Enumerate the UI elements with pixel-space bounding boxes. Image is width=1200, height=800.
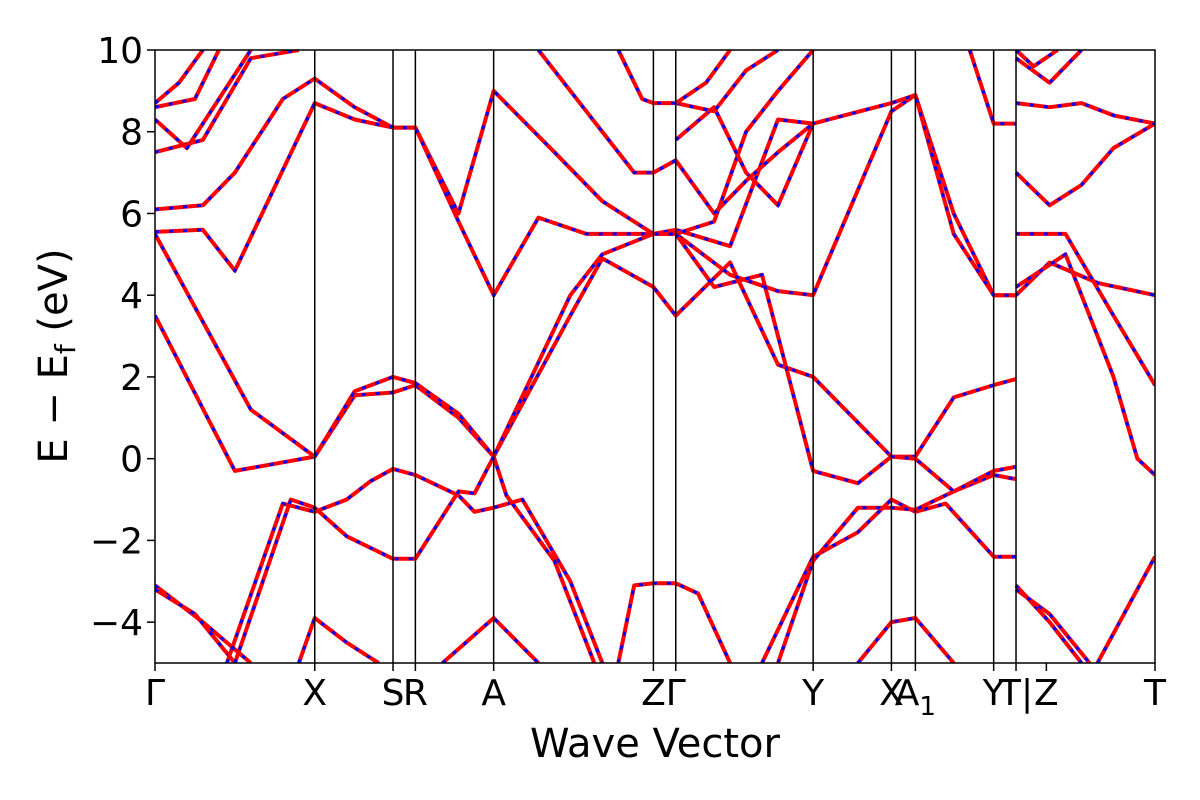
band-line-21 [675, 50, 780, 114]
x-tick-label-6: Γ [666, 673, 686, 714]
x-tick-label-0: Γ [145, 673, 165, 714]
y-tick-label-1: −2 [90, 521, 143, 562]
x-axis-ticks: Γ X SR A Z Γ Y XA1 YT| Z T [145, 663, 1167, 722]
x-tick-label-12: Z [1034, 673, 1059, 714]
y-tick-label-5: 6 [120, 194, 143, 235]
band-line-17 [776, 473, 1017, 663]
y-axis-title-sub: f [49, 343, 82, 354]
band-line-16 [760, 497, 1016, 663]
band-line-12 [233, 454, 597, 663]
x-tick-label-9: A1 [895, 673, 936, 722]
x-tick-label-5: Z [641, 673, 666, 714]
y-tick-label-4: 4 [120, 276, 143, 317]
y-tick-label-6: 8 [120, 113, 143, 154]
band-overlay-30 [1014, 122, 1155, 208]
plot-frame [154, 49, 1156, 664]
y-axis-title: E − Ef (eV) [31, 248, 82, 463]
x-tick-label-8: X [879, 673, 904, 714]
y-tick-label-7: 10 [97, 31, 143, 72]
band-line-10 [155, 587, 237, 663]
x-tick-label-13: T [1143, 673, 1167, 714]
band-overlay-14 [441, 615, 540, 663]
band-overlay-22 [616, 50, 732, 105]
band-line-28 [1014, 252, 1155, 477]
x-tick-label-2: S [382, 673, 405, 714]
high-symmetry-lines [313, 50, 1017, 663]
band-overlay-1 [155, 256, 1017, 473]
band-line-11 [225, 466, 605, 663]
band-line-26 [1014, 587, 1092, 663]
band-overlay-18 [856, 616, 955, 663]
band-line-2 [155, 93, 1155, 459]
band-line-22 [616, 50, 732, 106]
band-line-7 [155, 50, 221, 110]
band-line-18 [856, 616, 956, 663]
band-lines [155, 50, 1155, 663]
y-tick-label-3: 2 [120, 358, 143, 399]
band-line-4 [155, 50, 815, 298]
band-overlay-6 [155, 50, 253, 151]
band-overlay-5 [155, 50, 300, 154]
y-tick-label-0: −4 [90, 603, 143, 644]
band-overlay-33 [1014, 50, 1059, 69]
band-overlay-29 [1016, 232, 1155, 386]
band-overlay-31 [1015, 101, 1155, 126]
x-tick-label-1: X [302, 673, 327, 714]
band-overlay-11 [225, 467, 604, 663]
band-overlay-27 [1096, 555, 1155, 663]
band-overlay-3 [155, 88, 1016, 297]
band-overlay-32 [1015, 50, 1083, 85]
x-tick-label-4: A [481, 673, 506, 714]
y-axis-title-main: E − E [31, 354, 77, 464]
x-tick-label-3: R [403, 673, 428, 714]
band-line-14 [441, 616, 540, 663]
band-overlay-19 [674, 233, 1017, 494]
x-tick-label-11: T| [998, 673, 1033, 714]
band-line-24 [967, 50, 1016, 126]
y-axis-ticks: −4 −2 0 2 4 6 8 10 [90, 31, 155, 644]
x-axis-title: Wave Vector [530, 721, 781, 767]
band-overlay-10 [155, 588, 237, 663]
band-line-27 [1095, 555, 1155, 663]
band-line-6 [155, 50, 253, 151]
y-tick-label-2: 0 [120, 440, 143, 481]
band-overlay-20 [674, 104, 815, 208]
y-axis-title-unit: (eV) [31, 248, 77, 344]
band-overlay-12 [233, 452, 596, 663]
band-overlay-4 [155, 50, 815, 299]
band-line-13 [296, 616, 380, 663]
x-tick-label-sub-9: 1 [919, 692, 936, 722]
band-overlay-24 [968, 50, 1016, 126]
band-overlay-2 [155, 92, 1155, 460]
x-tick-label-7: Y [801, 673, 825, 714]
band-line-15 [616, 581, 732, 663]
band-overlay-8 [155, 50, 205, 105]
x-tick-label-10: Y [982, 673, 1006, 714]
